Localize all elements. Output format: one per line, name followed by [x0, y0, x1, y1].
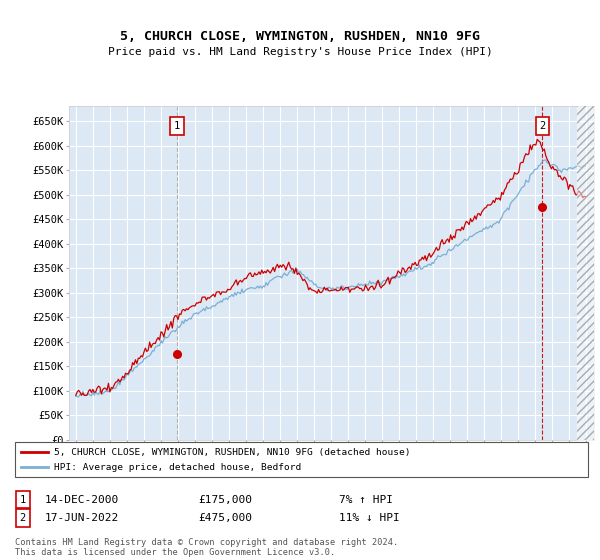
Text: £475,000: £475,000: [198, 513, 252, 523]
Bar: [577, 106, 594, 440]
Text: 17-JUN-2022: 17-JUN-2022: [45, 513, 119, 523]
Text: Price paid vs. HM Land Registry's House Price Index (HPI): Price paid vs. HM Land Registry's House …: [107, 46, 493, 57]
Text: 11% ↓ HPI: 11% ↓ HPI: [339, 513, 400, 523]
Text: 5, CHURCH CLOSE, WYMINGTON, RUSHDEN, NN10 9FG (detached house): 5, CHURCH CLOSE, WYMINGTON, RUSHDEN, NN1…: [54, 447, 410, 456]
Text: 1: 1: [174, 121, 180, 131]
Text: 2: 2: [539, 121, 545, 131]
Text: 7% ↑ HPI: 7% ↑ HPI: [339, 494, 393, 505]
Text: 5, CHURCH CLOSE, WYMINGTON, RUSHDEN, NN10 9FG: 5, CHURCH CLOSE, WYMINGTON, RUSHDEN, NN1…: [120, 30, 480, 43]
Text: 2: 2: [20, 513, 26, 523]
Text: £175,000: £175,000: [198, 494, 252, 505]
Text: 1: 1: [20, 494, 26, 505]
Text: 14-DEC-2000: 14-DEC-2000: [45, 494, 119, 505]
Text: Contains HM Land Registry data © Crown copyright and database right 2024.
This d: Contains HM Land Registry data © Crown c…: [15, 538, 398, 557]
Text: HPI: Average price, detached house, Bedford: HPI: Average price, detached house, Bedf…: [54, 463, 301, 472]
